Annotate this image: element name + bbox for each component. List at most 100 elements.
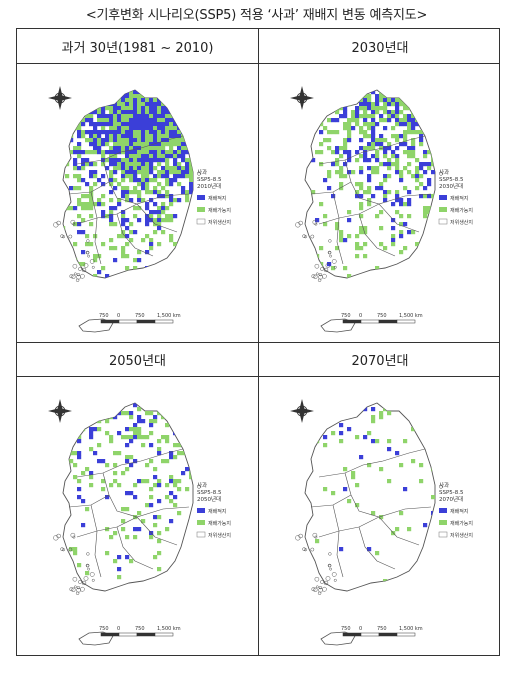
cell-possible bbox=[161, 94, 166, 99]
scale-label: 1,500 km bbox=[157, 313, 181, 319]
cell-possible bbox=[125, 198, 130, 203]
cell-possible bbox=[89, 114, 94, 119]
cell-possible bbox=[141, 166, 146, 171]
cell-possible bbox=[165, 178, 170, 183]
cell-suitable bbox=[73, 158, 78, 163]
cell-possible bbox=[193, 571, 197, 575]
cell-suitable bbox=[189, 182, 193, 187]
cell-possible bbox=[375, 166, 380, 171]
cell-possible bbox=[177, 114, 182, 119]
cell-possible bbox=[165, 182, 170, 187]
cell-suitable bbox=[125, 102, 130, 107]
cell-possible bbox=[145, 503, 150, 508]
cell-possible bbox=[77, 122, 82, 127]
cell-suitable bbox=[371, 154, 376, 159]
cell-suitable bbox=[177, 246, 182, 251]
cell-possible bbox=[193, 246, 197, 250]
cell-suitable bbox=[129, 130, 134, 135]
cell-possible bbox=[121, 102, 126, 107]
cell-possible bbox=[339, 182, 344, 187]
cell-possible bbox=[145, 403, 150, 408]
cell-possible bbox=[363, 242, 368, 247]
cell-possible bbox=[145, 146, 150, 151]
cell-suitable bbox=[423, 102, 428, 107]
cell-suitable bbox=[427, 178, 432, 183]
cell-possible bbox=[177, 407, 182, 412]
cell-suitable bbox=[137, 258, 142, 263]
cell-possible bbox=[411, 459, 416, 464]
cell-possible bbox=[109, 98, 114, 103]
cell-possible bbox=[359, 98, 364, 103]
cell-possible bbox=[427, 254, 432, 259]
cell-suitable bbox=[391, 114, 396, 119]
cell-suitable bbox=[105, 134, 110, 139]
cell-possible bbox=[371, 511, 376, 516]
cell-suitable bbox=[359, 90, 364, 95]
cell-suitable bbox=[161, 150, 166, 155]
cell-possible bbox=[117, 110, 122, 115]
cell-possible bbox=[403, 134, 408, 139]
cell-possible bbox=[181, 451, 186, 456]
legend-crop: 사과 bbox=[439, 168, 449, 176]
cell-suitable bbox=[375, 142, 380, 147]
cell-suitable bbox=[101, 122, 106, 127]
cell-suitable bbox=[335, 118, 340, 123]
cell-suitable bbox=[153, 118, 158, 123]
cell-possible bbox=[427, 118, 432, 123]
cell-suitable bbox=[105, 130, 110, 135]
cell-possible bbox=[359, 182, 364, 187]
cell-possible bbox=[435, 435, 439, 439]
cell-possible bbox=[63, 118, 66, 123]
scale-label: 750 bbox=[341, 626, 351, 632]
cell-possible bbox=[105, 551, 110, 556]
cell-possible bbox=[133, 154, 138, 159]
cell-possible bbox=[157, 106, 162, 111]
cell-possible bbox=[129, 278, 133, 282]
cell-possible bbox=[109, 106, 114, 111]
cell-possible bbox=[73, 126, 78, 131]
cell-possible bbox=[407, 214, 412, 219]
cell-possible bbox=[121, 186, 126, 191]
cell-suitable bbox=[165, 174, 170, 179]
cell-possible bbox=[351, 118, 356, 123]
cell-suitable bbox=[153, 158, 158, 163]
cell-possible bbox=[157, 447, 162, 452]
cell-possible bbox=[145, 186, 150, 191]
cell-suitable bbox=[383, 150, 388, 155]
cell-possible bbox=[193, 106, 197, 110]
cell-possible bbox=[375, 138, 380, 143]
cell-possible bbox=[133, 431, 138, 436]
cell-possible bbox=[89, 194, 94, 199]
cell-possible bbox=[327, 130, 332, 135]
cell-possible bbox=[117, 142, 122, 147]
cell-possible bbox=[363, 230, 368, 235]
cell-possible bbox=[113, 471, 118, 476]
cell-suitable bbox=[169, 519, 174, 524]
cell-suitable bbox=[169, 154, 174, 159]
cell-suitable bbox=[97, 150, 102, 155]
legend-scenario: SSP5-8.5 bbox=[439, 490, 464, 496]
cell-suitable bbox=[435, 142, 439, 146]
cell-possible bbox=[403, 114, 408, 119]
cell-suitable bbox=[149, 90, 154, 95]
cell-possible bbox=[77, 126, 82, 131]
cell-possible bbox=[161, 118, 166, 123]
cell-suitable bbox=[153, 102, 158, 107]
cell-possible bbox=[363, 130, 368, 135]
cell-suitable bbox=[169, 419, 174, 424]
cell-possible bbox=[125, 158, 130, 163]
cell-possible bbox=[395, 274, 400, 278]
cell-possible bbox=[307, 262, 312, 267]
cell-suitable bbox=[383, 146, 388, 151]
cell-possible bbox=[177, 138, 182, 143]
province-boundary bbox=[136, 203, 178, 233]
cell-possible bbox=[129, 190, 134, 195]
cell-suitable bbox=[101, 94, 106, 99]
cell-possible bbox=[387, 411, 392, 416]
cell-possible bbox=[149, 190, 154, 195]
cell-suitable bbox=[105, 274, 110, 278]
cell-possible bbox=[323, 443, 328, 448]
cell-suitable bbox=[121, 162, 126, 167]
cell-suitable bbox=[153, 138, 158, 143]
